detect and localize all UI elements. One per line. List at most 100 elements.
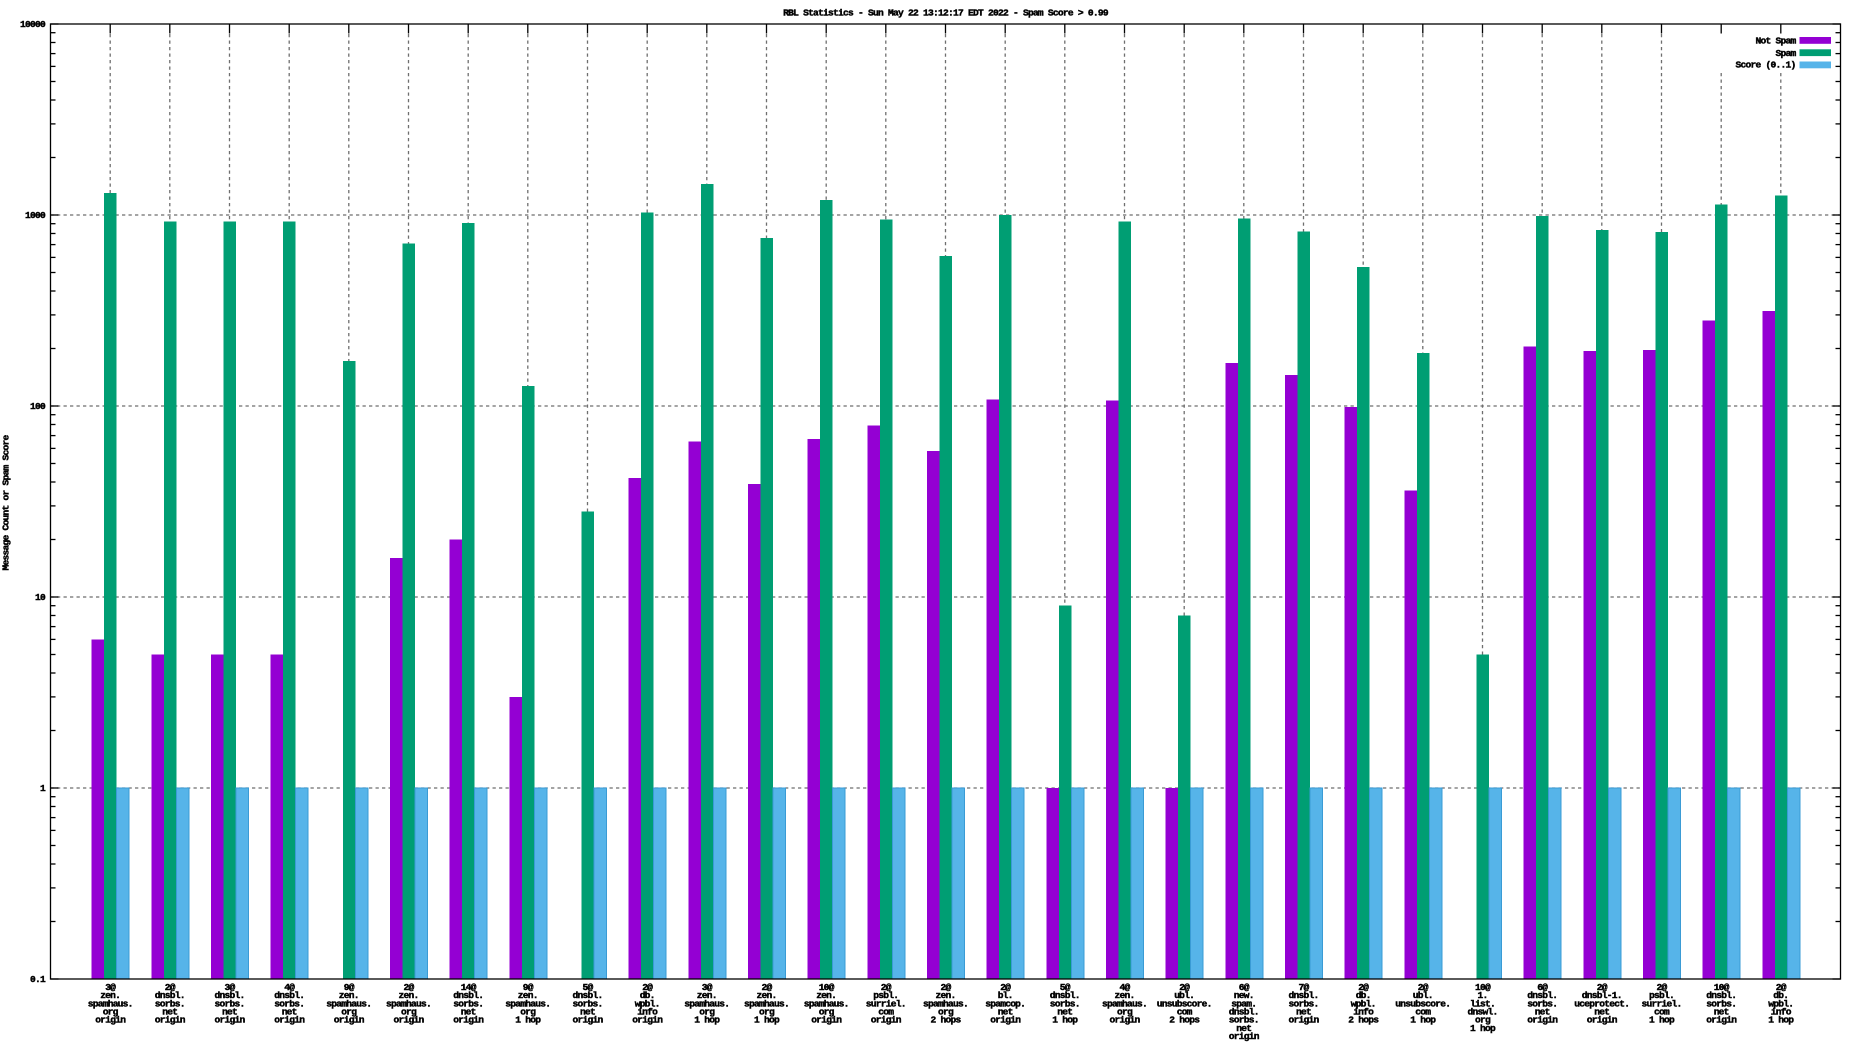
svg-text:zen.: zen. (697, 990, 717, 1001)
svg-text:sorbs.: sorbs. (573, 998, 603, 1009)
svg-text:net: net (1236, 1023, 1251, 1034)
svg-text:1 hop: 1 hop (1052, 1015, 1078, 1026)
svg-text:2@: 2@ (1776, 982, 1787, 993)
svg-text:2@: 2@ (404, 982, 415, 993)
svg-text:RBL Statistics - Sun May 22 13: RBL Statistics - Sun May 22 13:12:17 EDT… (783, 8, 1109, 19)
svg-text:com: com (1415, 1007, 1431, 1018)
svg-text:9@: 9@ (523, 982, 534, 993)
svg-text:com: com (1177, 1007, 1193, 1018)
svg-text:2 hops: 2 hops (931, 1015, 962, 1026)
svg-text:1.: 1. (1478, 990, 1488, 1001)
svg-text:6@: 6@ (1537, 982, 1548, 993)
svg-text:origin: origin (155, 1015, 186, 1026)
svg-text:spamhaus.: spamhaus. (386, 998, 431, 1009)
svg-text:origin: origin (1229, 1031, 1260, 1042)
svg-text:wpbl.: wpbl. (1351, 998, 1376, 1009)
svg-text:10@: 10@ (1714, 982, 1730, 993)
svg-text:net: net (1535, 1007, 1550, 1018)
svg-text:1000: 1000 (25, 210, 46, 221)
svg-text:info: info (1353, 1007, 1374, 1018)
svg-text:2@: 2@ (1179, 982, 1190, 993)
svg-text:origin: origin (990, 1015, 1021, 1026)
svg-text:sorbs.: sorbs. (1289, 998, 1319, 1009)
svg-text:net: net (1594, 1007, 1609, 1018)
svg-text:Not Spam: Not Spam (1756, 36, 1797, 47)
svg-text:list.: list. (1470, 998, 1495, 1009)
svg-text:net: net (282, 1007, 297, 1018)
svg-text:org: org (341, 1007, 357, 1018)
svg-text:2@: 2@ (1657, 982, 1668, 993)
svg-text:zen.: zen. (518, 990, 538, 1001)
svg-text:net: net (1714, 1007, 1729, 1018)
svg-text:9@: 9@ (344, 982, 355, 993)
svg-text:14@: 14@ (461, 982, 477, 993)
svg-text:1 hop: 1 hop (1768, 1015, 1794, 1026)
svg-text:dnsbl.: dnsbl. (215, 990, 245, 1001)
svg-text:5@: 5@ (583, 982, 594, 993)
svg-text:spamhaus.: spamhaus. (505, 998, 550, 1009)
svg-text:unsubscore.: unsubscore. (1157, 998, 1212, 1009)
svg-text:net: net (998, 1007, 1013, 1018)
svg-text:Spam: Spam (1776, 48, 1797, 59)
svg-text:spamhaus.: spamhaus. (326, 998, 371, 1009)
svg-text:net: net (1057, 1007, 1072, 1018)
svg-text:10000: 10000 (20, 19, 46, 30)
svg-text:new.: new. (1234, 990, 1254, 1001)
svg-text:3@: 3@ (702, 982, 713, 993)
svg-text:ubl.: ubl. (1413, 990, 1433, 1001)
svg-text:spamcop.: spamcop. (985, 998, 1025, 1009)
svg-text:spamhaus.: spamhaus. (923, 998, 968, 1009)
svg-text:10: 10 (35, 592, 46, 603)
svg-text:ubl.: ubl. (1174, 990, 1194, 1001)
svg-text:Score (0..1): Score (0..1) (1736, 60, 1796, 71)
svg-text:zen.: zen. (936, 990, 956, 1001)
svg-text:7@: 7@ (1299, 982, 1310, 993)
svg-text:2 hops: 2 hops (1348, 1015, 1379, 1026)
svg-text:org: org (819, 1007, 835, 1018)
svg-text:2@: 2@ (1597, 982, 1608, 993)
svg-text:org: org (1117, 1007, 1133, 1018)
svg-text:dnswl.: dnswl. (1468, 1007, 1498, 1018)
svg-text:origin: origin (1110, 1015, 1141, 1026)
svg-text:db.: db. (1356, 990, 1371, 1001)
svg-text:1 hop: 1 hop (1649, 1015, 1675, 1026)
svg-text:psbl.: psbl. (1649, 990, 1674, 1001)
svg-text:2@: 2@ (642, 982, 653, 993)
svg-text:2@: 2@ (1000, 982, 1011, 993)
svg-text:2 hops: 2 hops (1169, 1015, 1200, 1026)
svg-text:sorbs.: sorbs. (155, 998, 185, 1009)
svg-text:1 hop: 1 hop (1470, 1023, 1496, 1034)
svg-text:zen.: zen. (339, 990, 359, 1001)
svg-text:org: org (759, 1007, 775, 1018)
svg-text:dnsbl.: dnsbl. (1527, 990, 1557, 1001)
svg-text:dnsbl.: dnsbl. (573, 990, 603, 1001)
svg-text:origin: origin (1587, 1015, 1618, 1026)
svg-text:info: info (637, 1007, 658, 1018)
svg-text:dnsbl.: dnsbl. (1229, 1007, 1259, 1018)
svg-text:com: com (1654, 1007, 1670, 1018)
svg-text:10@: 10@ (819, 982, 835, 993)
svg-text:origin: origin (871, 1015, 902, 1026)
svg-text:surriel.: surriel. (1642, 998, 1682, 1009)
svg-text:sorbs.: sorbs. (1229, 1015, 1259, 1026)
svg-text:net: net (461, 1007, 476, 1018)
svg-text:net: net (162, 1007, 177, 1018)
svg-text:dnsbl.: dnsbl. (1706, 990, 1736, 1001)
svg-text:10@: 10@ (1475, 982, 1491, 993)
svg-text:origin: origin (215, 1015, 246, 1026)
svg-text:com: com (878, 1007, 894, 1018)
svg-text:db.: db. (640, 990, 655, 1001)
svg-text:2@: 2@ (165, 982, 176, 993)
svg-text:origin: origin (1527, 1015, 1558, 1026)
svg-text:sorbs.: sorbs. (1527, 998, 1557, 1009)
svg-text:2@: 2@ (1358, 982, 1369, 993)
svg-text:dnsbl.: dnsbl. (1289, 990, 1319, 1001)
svg-text:surriel.: surriel. (866, 998, 906, 1009)
svg-text:2@: 2@ (1418, 982, 1429, 993)
svg-text:psbl.: psbl. (873, 990, 898, 1001)
svg-text:zen.: zen. (757, 990, 777, 1001)
svg-text:origin: origin (632, 1015, 663, 1026)
svg-text:org: org (1475, 1015, 1491, 1026)
svg-text:0.1: 0.1 (30, 974, 46, 985)
svg-text:origin: origin (1289, 1015, 1320, 1026)
